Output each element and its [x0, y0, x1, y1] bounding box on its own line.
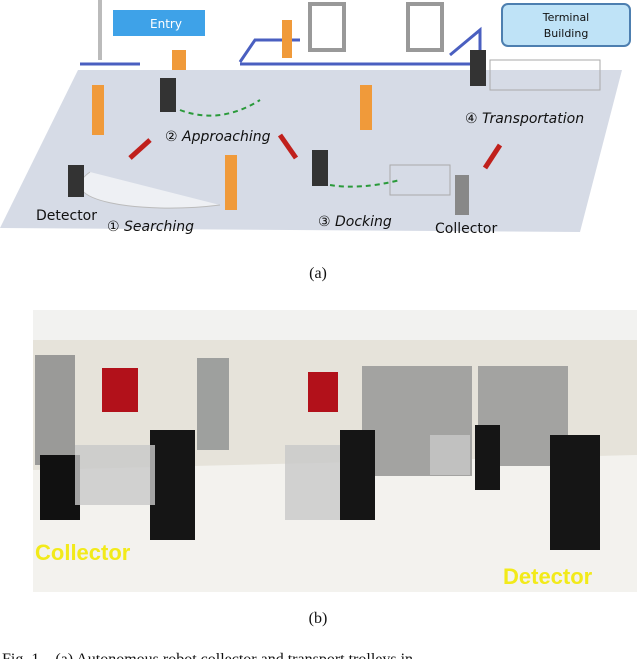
- path: [329, 179, 401, 188]
- trolley: [430, 435, 470, 475]
- subfigure-label: (b): [309, 610, 328, 627]
- barrier: [240, 26, 482, 66]
- gate: [308, 2, 346, 52]
- robot: [312, 150, 328, 186]
- person: [225, 155, 237, 210]
- robot: [40, 455, 80, 520]
- door: [197, 358, 229, 450]
- step-label: ④ Transportation: [465, 111, 584, 127]
- detector-label: Detector: [36, 208, 97, 224]
- robot: [150, 430, 195, 540]
- robot: [475, 425, 500, 490]
- caption: Fig. 1. (a) Autonomous robot collector a…: [2, 651, 413, 659]
- trolley: [75, 445, 155, 505]
- robot: [340, 430, 375, 520]
- person: [92, 85, 104, 135]
- person: [172, 50, 186, 70]
- collector-robot: [455, 175, 469, 215]
- collector-label: Collector: [435, 221, 497, 237]
- terminal-sign: [501, 3, 631, 47]
- step-label: ② Approaching: [165, 129, 271, 145]
- decoration: [308, 372, 338, 412]
- collector-label: Collector: [35, 540, 131, 565]
- robot: [550, 435, 600, 550]
- door: [35, 355, 75, 465]
- gate: [406, 2, 444, 52]
- robot: [160, 78, 176, 112]
- robot: [470, 50, 486, 86]
- robot: [68, 165, 84, 197]
- entry-sign: [113, 10, 205, 36]
- trolleys: [489, 59, 601, 91]
- arrow: [277, 133, 299, 160]
- subfigure-label: (a): [309, 265, 327, 282]
- entry-text: Entry: [150, 17, 182, 31]
- step-label: ① Searching: [107, 219, 194, 235]
- arrow: [128, 138, 152, 160]
- terminal-text: Building: [544, 27, 589, 40]
- step-label: ③ Docking: [318, 214, 392, 230]
- person: [282, 20, 292, 58]
- person: [360, 85, 372, 130]
- arrow: [482, 143, 503, 170]
- trolleys: [389, 164, 451, 196]
- detector-label: Detector: [503, 564, 593, 589]
- decoration: [102, 368, 138, 412]
- ceiling: [33, 310, 637, 340]
- trolley: [285, 445, 340, 520]
- terminal-text: Terminal: [542, 11, 590, 24]
- path: [179, 99, 261, 117]
